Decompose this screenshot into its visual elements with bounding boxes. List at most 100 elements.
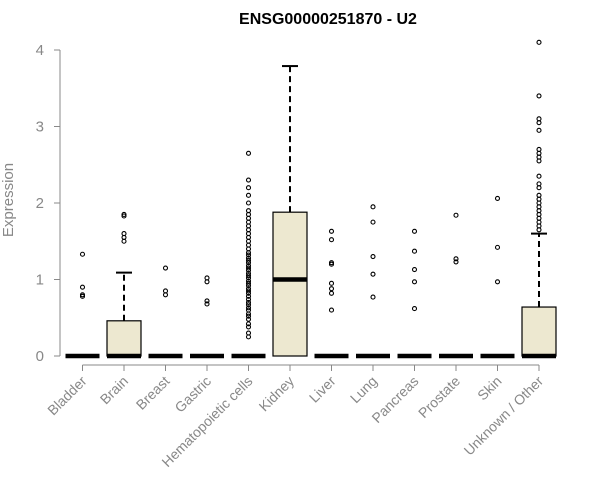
outlier-point (536, 173, 542, 179)
outlier-point (411, 306, 418, 312)
outlier-point (121, 231, 127, 237)
outlier-point (494, 195, 501, 201)
outlier-point (245, 296, 252, 302)
y-tick-label: 3 (36, 119, 44, 136)
outlier-point (245, 267, 252, 273)
outlier-point (411, 267, 418, 273)
y-tick-label: 2 (36, 195, 44, 212)
box-gastric (190, 275, 224, 359)
box-kidney (272, 65, 308, 357)
box-liver (314, 228, 349, 359)
outlier-point (245, 321, 252, 327)
box-group (65, 39, 557, 359)
box-pancreas (397, 228, 432, 359)
outlier-point (494, 244, 501, 250)
outlier-point (328, 286, 335, 292)
outlier-point (536, 192, 542, 198)
outlier-point (245, 252, 252, 258)
x-tick-label: Unknown / Other (461, 373, 547, 459)
outlier-point (536, 39, 542, 45)
outlier-point (245, 278, 252, 284)
outlier-point (121, 211, 127, 218)
box-skin (480, 195, 515, 359)
outlier-point (370, 204, 376, 210)
outlier-point (411, 279, 418, 285)
outlier-point (79, 292, 86, 298)
outlier-point (245, 270, 252, 276)
outlier-point (245, 208, 252, 214)
outlier-point (245, 302, 252, 308)
box-brain (106, 211, 142, 359)
outlier-point (536, 116, 542, 122)
x-tick-label: Kidney (256, 373, 298, 415)
outlier-point (245, 255, 252, 261)
outlier-point (245, 299, 252, 306)
x-tick-label: Liver (306, 373, 339, 406)
outlier-point (245, 288, 252, 294)
outlier-point (245, 316, 252, 322)
outlier-point (328, 307, 335, 313)
outlier-point (536, 181, 542, 187)
y-tick-label: 4 (36, 42, 44, 59)
outlier-point (162, 265, 169, 271)
outlier-point (370, 271, 376, 277)
box-prostate (439, 212, 473, 359)
outlier-point (370, 219, 376, 225)
y-axis: 0 1 2 3 4 (36, 42, 61, 365)
x-tick-label: Brain (97, 373, 131, 407)
box-breast (148, 265, 183, 359)
outlier-point (245, 324, 252, 330)
outlier-point (494, 279, 501, 285)
outlier-point (79, 284, 86, 290)
outlier-point (370, 253, 376, 260)
y-tick-label: 0 (36, 348, 44, 365)
outlier-point (328, 228, 335, 234)
outlier-point (453, 259, 459, 265)
outlier-point (328, 290, 335, 296)
outlier-point (245, 283, 252, 289)
outlier-point (245, 263, 252, 269)
outlier-point (245, 330, 252, 336)
x-tick-label: Bladder (44, 373, 90, 419)
chart-title: ENSG00000251870 - U2 (239, 11, 417, 28)
outlier-point (245, 185, 252, 191)
outlier-point (245, 273, 252, 279)
outlier-point (245, 290, 252, 296)
outlier-point (245, 265, 252, 271)
outlier-point (453, 256, 459, 262)
outlier-point (245, 293, 252, 299)
x-tick-label: Skin (474, 373, 505, 404)
outlier-point (204, 275, 210, 281)
x-tick-label: Prostate (415, 373, 463, 421)
outlier-point (453, 212, 459, 218)
x-tick-label: Breast (133, 373, 173, 413)
box-lung (356, 204, 390, 359)
y-tick-label: 1 (36, 272, 44, 289)
outlier-point (204, 301, 210, 307)
outlier-point (245, 275, 252, 281)
outlier-point (245, 200, 252, 206)
outlier-point (245, 280, 252, 286)
box-bladder (65, 251, 100, 359)
outlier-point (328, 260, 335, 266)
outlier-point (245, 192, 252, 198)
outlier-point (204, 298, 210, 304)
outlier-point (245, 177, 252, 183)
outlier-point (245, 307, 252, 313)
outlier-point (245, 257, 252, 263)
outlier-point (245, 260, 252, 266)
outlier-point (411, 248, 418, 254)
box-body (521, 306, 557, 357)
outlier-point (162, 288, 169, 294)
outlier-point (411, 228, 418, 234)
box-body (272, 211, 308, 357)
outlier-point (328, 237, 335, 243)
box-body (106, 320, 142, 357)
box-hematopoietic-cells (231, 150, 266, 359)
box-unknown-other (521, 39, 557, 359)
outlier-point (245, 150, 252, 156)
outlier-point (536, 127, 542, 133)
outlier-point (79, 251, 86, 257)
